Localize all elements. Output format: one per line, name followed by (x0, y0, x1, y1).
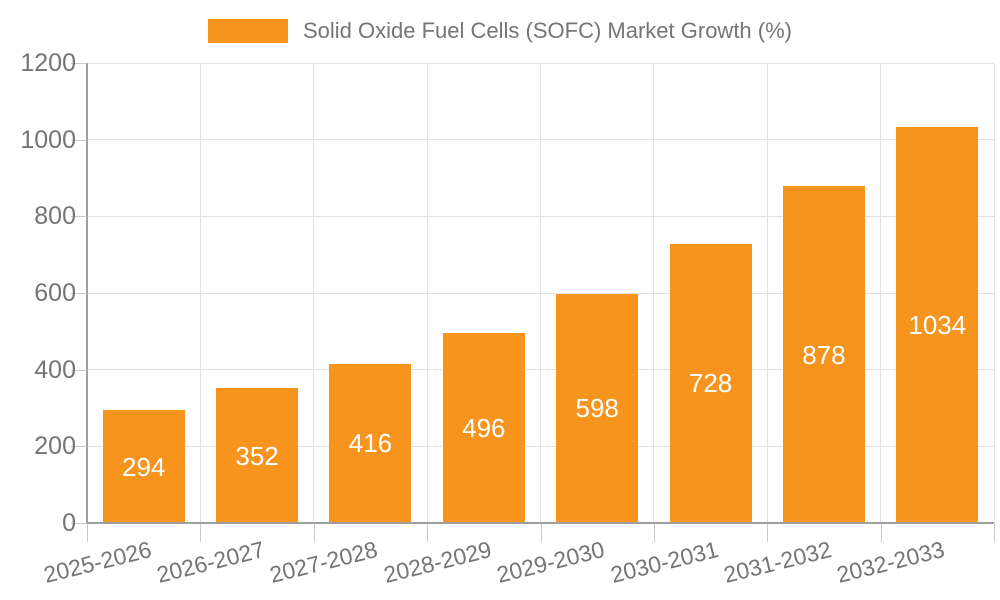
x-gridline-4 (540, 63, 541, 523)
bar-value-label: 416 (348, 428, 393, 459)
x-tick-0 (87, 524, 88, 542)
x-gridline-8 (993, 63, 995, 523)
bar-value-label: 598 (575, 393, 619, 424)
x-axis-label-2026-2027: 2026-2027 (154, 536, 268, 588)
x-tick-5 (653, 524, 655, 542)
y-axis-label-1200: 1200 (20, 49, 76, 77)
bar-value-label: 1034 (908, 309, 967, 340)
x-tick-1 (200, 524, 202, 542)
bar-value-label: 294 (121, 451, 166, 482)
x-gridline-3 (426, 63, 428, 523)
plot-area: 294 352 416 496 598 728 878 1034 (87, 62, 995, 523)
y-tick-200 (71, 446, 87, 448)
y-axis-label-800: 800 (34, 202, 76, 231)
bar-value-label: 728 (688, 368, 733, 399)
x-axis-label-2029-2030: 2029-2030 (494, 536, 608, 588)
y-axis-label-1000: 1000 (20, 125, 76, 154)
y-tick-800 (71, 216, 87, 218)
x-tick-6 (767, 524, 769, 542)
x-tick-8 (994, 524, 995, 542)
legend-label: Solid Oxide Fuel Cells (SOFC) Market Gro… (303, 18, 792, 43)
x-gridline-6 (766, 63, 768, 523)
y-tick-1000 (71, 139, 87, 141)
x-tick-4 (540, 524, 542, 542)
x-tick-2 (313, 524, 315, 542)
bar-2032-2033: 1034 (896, 126, 979, 523)
x-axis-label-2028-2029: 2028-2029 (380, 536, 494, 588)
y-axis-label-600: 600 (34, 279, 76, 307)
y-tick-600 (71, 293, 87, 294)
legend-item[interactable]: Solid Oxide Fuel Cells (SOFC) Market Gro… (0, 16, 1000, 46)
bar-2027-2028: 416 (329, 363, 412, 523)
y-axis-label-0: 0 (62, 509, 76, 537)
bar-value-label: 878 (802, 339, 846, 370)
x-gridline-7 (880, 63, 882, 523)
x-gridline-5 (653, 63, 655, 523)
legend-swatch (208, 19, 288, 43)
x-tick-7 (880, 524, 882, 542)
x-gridline-1 (199, 63, 201, 523)
x-axis-label-2025-2026: 2025-2026 (40, 536, 154, 588)
x-axis-line (87, 522, 994, 524)
y-axis-line (86, 63, 88, 523)
y-axis-label-200: 200 (34, 432, 76, 461)
bar-2028-2029: 496 (442, 332, 525, 523)
y-axis-label-400: 400 (34, 355, 76, 384)
bar-2030-2031: 728 (669, 243, 752, 523)
bar-2029-2030: 598 (556, 293, 639, 523)
bar-2031-2032: 878 (782, 186, 865, 523)
x-axis-label-2031-2032: 2031-2032 (720, 536, 834, 588)
x-axis-label-2027-2028: 2027-2028 (267, 536, 381, 588)
bar-value-label: 496 (462, 412, 506, 443)
y-tick-0 (71, 523, 87, 524)
bar-2025-2026: 294 (102, 410, 185, 523)
bar-2026-2027: 352 (216, 388, 299, 523)
x-axis-label-2030-2031: 2030-2031 (607, 536, 721, 588)
y-tick-400 (71, 369, 87, 371)
y-tick-1200 (71, 63, 87, 64)
bar-value-label: 352 (235, 440, 279, 471)
x-gridline-2 (313, 63, 315, 523)
x-axis-label-2032-2033: 2032-2033 (834, 536, 948, 588)
x-tick-3 (427, 524, 429, 542)
